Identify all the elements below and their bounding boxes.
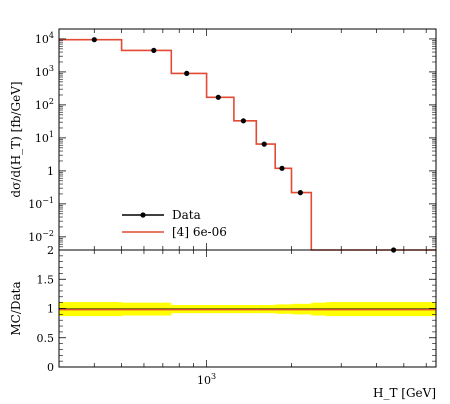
y-tick-label: 10−1 (28, 196, 54, 211)
ratio-panel: 2 1.5 1 0.5 0 103 MC/Data H_T [GeV] (9, 244, 437, 400)
data-point (184, 70, 190, 76)
ratio-y-tick-label: 0 (47, 361, 54, 374)
y-tick-label: 1 (47, 165, 54, 178)
data-point (279, 165, 285, 171)
data-point (215, 94, 221, 100)
data-point (91, 37, 97, 43)
data-point (261, 141, 267, 147)
y-tick-label: 103 (35, 64, 54, 79)
ratio-y-tick-label: 1.5 (37, 273, 55, 286)
x-tick-label: 103 (197, 372, 216, 387)
y-tick-label: 101 (35, 130, 54, 145)
mc-histogram-line (59, 38, 436, 251)
y-tick-label: 10−2 (28, 229, 54, 244)
legend-mc-label: [4] 6e-06 (172, 225, 227, 239)
legend-data-marker (140, 212, 146, 218)
main-frame (58, 28, 437, 251)
data-point (240, 118, 246, 124)
y-tick-label: 104 (35, 31, 54, 46)
ratio-y-tick-label: 1 (47, 303, 54, 316)
y-tick-label: 102 (35, 97, 54, 112)
ratio-y-axis-label: MC/Data (9, 281, 23, 335)
main-panel: 104 103 102 101 1 10−1 10−2 dσ/d(H_T) [fb/GeV] D… (9, 28, 437, 253)
ratio-y-tick-label: 2 (47, 244, 54, 257)
legend-data-label: Data (172, 208, 201, 222)
data-point (297, 190, 303, 196)
ratio-y-tick-label: 0.5 (37, 332, 55, 345)
data-point (151, 47, 157, 54)
x-axis-label: H_T [GeV] (373, 386, 436, 400)
main-y-axis-label: dσ/d(H_T) [fb/GeV] (9, 81, 23, 197)
